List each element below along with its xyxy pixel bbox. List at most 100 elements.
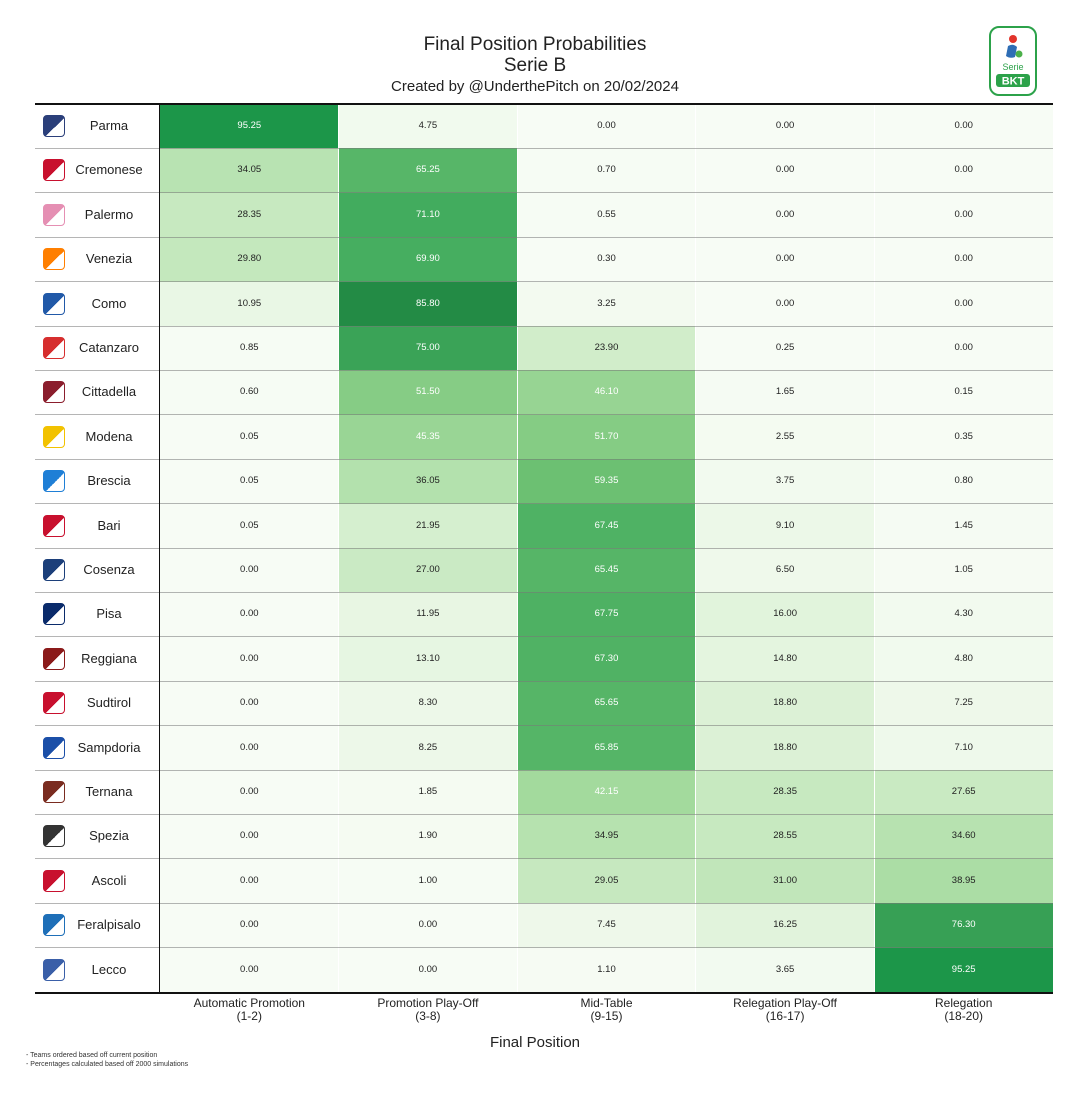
heatmap-cell: 38.95: [874, 858, 1053, 904]
heatmap-cell: 11.95: [338, 592, 518, 637]
column-label-range: (16-17): [765, 1009, 805, 1023]
heatmap-cell: 51.50: [338, 370, 518, 415]
heatmap-cell: 0.00: [695, 192, 875, 238]
team-crest-icon: [43, 825, 65, 848]
team-crest-icon: [43, 470, 65, 493]
heatmap-cell: 0.05: [160, 414, 339, 460]
heatmap-cell: 0.00: [874, 104, 1053, 149]
team-crest-icon: [43, 514, 65, 537]
name-column-divider: [159, 104, 160, 992]
heatmap-cell: 1.45: [874, 503, 1053, 548]
heatmap-cell: 18.80: [695, 681, 875, 726]
heatmap-cell: 75.00: [338, 326, 518, 371]
team-crest-icon: [43, 203, 65, 226]
heatmap-cell: 65.25: [338, 148, 518, 193]
heatmap-cell: 45.35: [338, 414, 518, 460]
team-crest-icon: [43, 692, 65, 715]
heatmap-cell: 3.65: [695, 947, 875, 992]
heatmap-cell: 65.45: [517, 548, 696, 593]
heatmap-cell: 0.00: [874, 148, 1053, 193]
serie-b-logo-icon: Serie BKT: [989, 26, 1037, 96]
team-crest-icon: [43, 381, 65, 404]
heatmap-cell: 0.25: [695, 326, 875, 371]
team-label: Cosenza: [83, 562, 135, 577]
heatmap-cell: 28.55: [695, 814, 875, 859]
heatmap-cell: 27.00: [338, 548, 518, 593]
heatmap-cell: 7.10: [874, 725, 1053, 770]
column-label: Mid-Table (9-15): [517, 997, 696, 1023]
heatmap-cell: 42.15: [517, 770, 696, 815]
team-label: Cremonese: [75, 162, 143, 178]
chart-subtitle: Created by @UnderthePitch on 20/02/2024: [391, 78, 679, 95]
heatmap-cell: 16.00: [695, 592, 875, 637]
team-crest-icon: [43, 781, 65, 803]
heatmap-cell: 0.00: [160, 947, 339, 992]
row-divider: [35, 458, 1053, 460]
row-divider: [35, 547, 1053, 549]
footnote-simulations: - Percentages calculated based off 2000 …: [26, 1061, 189, 1068]
heatmap-cell: 76.30: [874, 903, 1053, 948]
column-label-name: Automatic Promotion: [193, 996, 305, 1010]
heatmap-cell: 95.25: [874, 947, 1053, 992]
team-crest-icon: [43, 337, 65, 359]
heatmap-cell: 67.45: [517, 503, 696, 548]
chart-header: Final Position Probabilities Serie B Cre…: [0, 0, 1080, 100]
team-label: Sudtirol: [86, 695, 132, 711]
heatmap-cell: 46.10: [517, 370, 696, 415]
heatmap-cell: 29.05: [517, 858, 696, 904]
team-label: Spezia: [89, 828, 129, 844]
heatmap-cell: 23.90: [517, 326, 696, 371]
heatmap-cell: 1.90: [338, 814, 518, 859]
heatmap-cell: 8.25: [338, 725, 518, 770]
heatmap-cell: 65.85: [517, 725, 696, 770]
heatmap-cell: 0.00: [874, 192, 1053, 238]
heatmap-cell: 18.80: [695, 725, 875, 770]
x-axis-label: Final Position: [489, 1034, 581, 1051]
heatmap-cell: 1.00: [338, 858, 518, 904]
heatmap-cell: 31.00: [695, 858, 875, 904]
table-bottom-border: [35, 992, 1053, 994]
row-divider: [35, 236, 1053, 238]
row-divider: [35, 325, 1053, 327]
heatmap-cell: 34.95: [517, 814, 696, 859]
heatmap-cell: 0.00: [874, 237, 1053, 282]
column-label-name: Mid-Table: [580, 996, 633, 1010]
table-top-border: [35, 103, 1053, 105]
team-label: Reggiana: [81, 650, 137, 666]
team-crest-icon: [43, 736, 65, 759]
heatmap-cell: 0.00: [695, 104, 875, 149]
heatmap-cell: 10.95: [160, 281, 339, 326]
row-divider: [35, 591, 1053, 593]
column-label-range: (18-20): [944, 1009, 984, 1023]
heatmap-cell: 1.05: [874, 548, 1053, 593]
chart-title: Final Position Probabilities: [423, 34, 647, 55]
svg-text:BKT: BKT: [1002, 76, 1025, 88]
heatmap-cell: 0.30: [517, 237, 696, 282]
heatmap-cell: 27.65: [874, 770, 1053, 815]
row-divider: [35, 503, 1053, 505]
column-label: Automatic Promotion (1-2): [160, 997, 339, 1023]
heatmap-cell: 2.55: [695, 414, 875, 460]
heatmap-cell: 59.35: [517, 459, 696, 504]
team-label: Ternana: [85, 784, 133, 799]
heatmap-cell: 0.00: [160, 725, 339, 770]
heatmap-cell: 7.45: [517, 903, 696, 948]
team-crest-icon: [43, 159, 65, 182]
heatmap-cell: 0.00: [338, 903, 518, 948]
row-divider: [35, 636, 1053, 638]
heatmap-cell: 6.50: [695, 548, 875, 593]
heatmap-cell: 0.00: [160, 770, 339, 815]
team-label: Sampdoria: [77, 739, 141, 755]
heatmap-cell: 4.75: [338, 104, 518, 149]
row-divider: [35, 858, 1053, 860]
heatmap-cell: 95.25: [160, 104, 339, 149]
heatmap-cell: 1.85: [338, 770, 518, 815]
column-label-name: Promotion Play-Off: [377, 996, 479, 1010]
heatmap-cell: 4.30: [874, 592, 1053, 637]
footnote-ordering: - Teams ordered based off current positi…: [26, 1052, 158, 1059]
heatmap-cell: 1.65: [695, 370, 875, 415]
chart-league-title: Serie B: [503, 55, 567, 76]
heatmap-cell: 67.30: [517, 636, 696, 682]
heatmap-cell: 85.80: [338, 281, 518, 326]
team-label: Pisa: [96, 606, 122, 622]
